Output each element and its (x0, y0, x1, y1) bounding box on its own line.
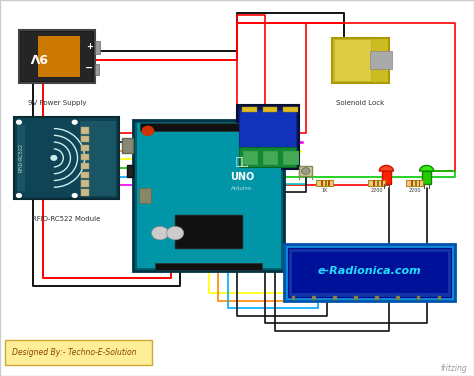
Bar (263, 152, 279, 165)
Bar (283, 152, 299, 165)
Bar (38, 36, 80, 77)
Bar (283, 106, 298, 112)
Bar (17, 125, 25, 191)
Bar (381, 180, 383, 186)
Bar (239, 110, 296, 147)
Circle shape (73, 120, 77, 124)
Text: 2200: 2200 (409, 188, 421, 193)
Bar (239, 147, 296, 167)
Circle shape (152, 226, 169, 240)
Bar (292, 252, 448, 293)
Bar (175, 215, 242, 248)
Bar (140, 123, 274, 131)
Bar (292, 296, 295, 300)
Bar (354, 296, 358, 300)
Bar (5, 340, 152, 365)
Bar (133, 120, 284, 271)
Bar (411, 180, 413, 186)
Bar (288, 248, 451, 297)
Bar (21, 32, 92, 81)
Bar (242, 106, 256, 112)
Text: ⦿⦿: ⦿⦿ (235, 158, 248, 167)
Bar (122, 138, 133, 153)
Bar (81, 180, 89, 186)
Bar (406, 180, 423, 186)
Text: −: − (85, 63, 93, 73)
Bar (81, 127, 89, 133)
Bar (382, 171, 391, 184)
Circle shape (167, 226, 184, 240)
Text: 2200: 2200 (371, 188, 383, 193)
Bar (155, 263, 262, 270)
Bar (81, 145, 89, 151)
Circle shape (142, 126, 154, 135)
Bar (368, 180, 385, 186)
Bar (377, 180, 379, 186)
Bar (127, 165, 133, 177)
Bar (333, 296, 337, 300)
Bar (396, 296, 400, 300)
Bar (438, 296, 441, 300)
Text: 9V: 9V (29, 50, 47, 63)
Bar (332, 38, 389, 83)
Text: +: + (86, 42, 93, 52)
Bar (419, 180, 420, 186)
Wedge shape (419, 165, 434, 171)
Bar (334, 39, 371, 81)
Bar (312, 296, 316, 300)
Bar (95, 41, 100, 54)
Bar (316, 180, 333, 186)
Bar (373, 180, 375, 186)
Circle shape (301, 168, 310, 174)
Circle shape (17, 120, 21, 124)
Bar (263, 106, 277, 112)
Bar (237, 105, 299, 169)
Bar (95, 64, 99, 75)
Text: Solenoid Lock: Solenoid Lock (336, 100, 384, 106)
Bar (422, 171, 431, 184)
Text: e-Radionica.com: e-Radionica.com (318, 267, 421, 276)
Text: Arduino: Arduino (231, 186, 253, 191)
Text: 1K: 1K (321, 188, 328, 193)
Bar (17, 118, 116, 197)
Bar (137, 123, 281, 268)
Text: Designed By:- Techno-E-Solution: Designed By:- Techno-E-Solution (12, 348, 137, 357)
Circle shape (73, 194, 77, 197)
Text: 9V Power Supply: 9V Power Supply (27, 100, 86, 106)
Bar (81, 136, 89, 143)
Bar (328, 180, 330, 186)
Text: RFID-RC522: RFID-RC522 (18, 143, 23, 173)
Bar (299, 166, 312, 176)
Text: UNO: UNO (230, 173, 254, 182)
Bar (375, 296, 379, 300)
Bar (19, 30, 95, 83)
Bar (325, 180, 327, 186)
Bar (415, 180, 417, 186)
Bar (417, 296, 420, 300)
Bar (79, 120, 117, 196)
Bar (321, 180, 323, 186)
Bar (139, 188, 151, 203)
Bar (81, 163, 89, 169)
Bar (81, 190, 89, 196)
Circle shape (51, 156, 57, 160)
Wedge shape (379, 165, 393, 171)
Text: RFID-RC522 Module: RFID-RC522 Module (32, 216, 100, 222)
Circle shape (17, 194, 21, 197)
Bar (243, 152, 258, 165)
Bar (81, 171, 89, 178)
Text: fritzing: fritzing (440, 364, 467, 373)
Bar (81, 154, 89, 160)
Bar (284, 244, 455, 301)
Bar (14, 117, 118, 199)
Bar (371, 51, 392, 69)
